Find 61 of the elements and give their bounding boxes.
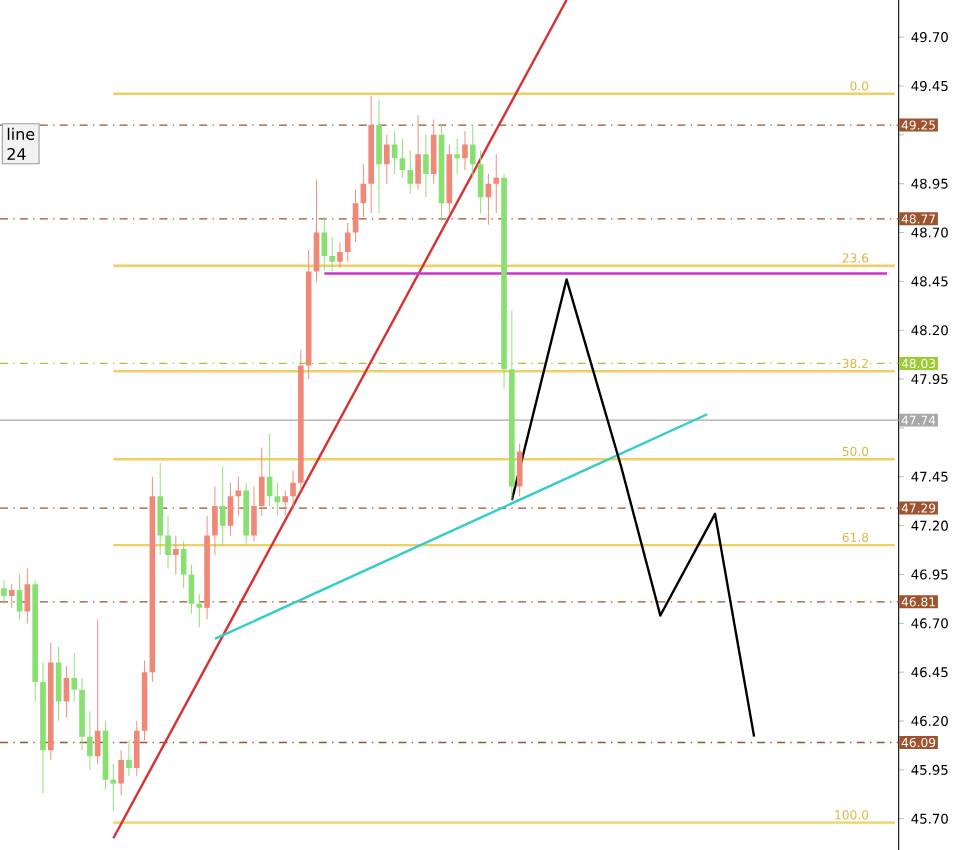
candlestick (110, 764, 117, 811)
candlestick (337, 242, 343, 268)
candlestick (32, 580, 38, 702)
candlestick (71, 652, 78, 702)
candlestick (8, 584, 15, 608)
candlestick (204, 515, 210, 620)
candlestick (258, 447, 265, 516)
candlestick (298, 349, 304, 491)
candlestick (282, 490, 289, 516)
candlestick (501, 173, 507, 389)
candlestick (196, 594, 203, 628)
candlestick (329, 236, 335, 272)
candlestick (180, 541, 187, 589)
candlestick (509, 310, 515, 501)
candlestick (55, 646, 62, 722)
candlestick (469, 125, 476, 178)
candlestick (243, 482, 249, 546)
candlestick (266, 433, 273, 507)
candlestick (493, 154, 500, 213)
candlestick (430, 119, 437, 184)
candlestick (407, 150, 414, 194)
candlestick (87, 711, 93, 770)
candlestick (313, 179, 320, 282)
candlestick (344, 222, 351, 262)
candlestick (485, 173, 492, 225)
candlestick (352, 189, 359, 243)
candlestick (290, 470, 296, 510)
candlestick (360, 164, 367, 217)
candlestick (384, 134, 390, 184)
candlestick (477, 150, 484, 213)
candlestick (79, 678, 85, 751)
candlestick (516, 443, 523, 497)
candlestick (446, 144, 453, 213)
candlestick (126, 740, 132, 776)
candlestick (63, 666, 70, 718)
candlestick (212, 486, 218, 555)
candlestick (423, 134, 429, 198)
candlestick (47, 642, 54, 761)
candlestick (391, 130, 398, 174)
candlestick (118, 750, 124, 796)
candlestick (415, 115, 421, 190)
candlestick (102, 721, 109, 790)
candlestick (274, 482, 281, 516)
candlestick (438, 125, 445, 221)
candlestick (157, 463, 164, 555)
candlestick (94, 619, 101, 765)
candlestick (227, 482, 234, 536)
candlestick (219, 467, 226, 546)
candlestick (399, 138, 406, 178)
candlestick (133, 721, 140, 776)
candlestick (1, 580, 7, 604)
candlestick (24, 568, 31, 624)
candlestick (321, 216, 328, 270)
candlestick (173, 535, 179, 575)
line-series (510, 278, 756, 738)
candlestick (368, 95, 375, 213)
candlestick (16, 574, 23, 620)
candlestick (235, 476, 242, 516)
candlestick (188, 564, 195, 614)
candlestick (454, 138, 460, 174)
candlestick (141, 660, 148, 741)
